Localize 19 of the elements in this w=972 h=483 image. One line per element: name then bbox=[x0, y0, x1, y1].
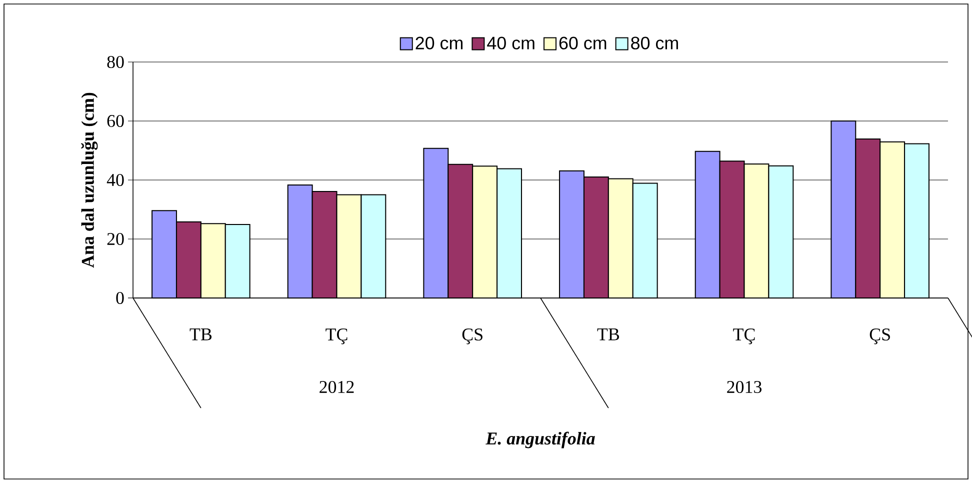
y-tick-label: 80 bbox=[107, 56, 124, 68]
x-tick-label: ÇS bbox=[870, 328, 890, 344]
y-tick-label: 20 bbox=[107, 232, 124, 246]
x-tick-label: TB bbox=[597, 328, 620, 340]
legend-label: 60 cm bbox=[559, 36, 606, 50]
x-tick-label: TÇ bbox=[326, 328, 348, 344]
y-axis-title: Ana dal uzunluğu (cm) bbox=[81, 92, 98, 268]
text: 2013 bbox=[727, 380, 762, 394]
legend-label: 40 cm bbox=[487, 36, 534, 50]
x-tick-label: TÇ bbox=[733, 328, 755, 344]
x-tick-label: ÇS bbox=[462, 328, 482, 344]
y-tick-label: 40 bbox=[106, 174, 124, 186]
text: 2012 bbox=[320, 380, 354, 394]
x-axis-title: E. angustifolia bbox=[486, 432, 595, 448]
y-tick-label: 60 bbox=[107, 114, 124, 128]
y-tick-label: 0 bbox=[116, 292, 124, 304]
legend-label: 20 cm bbox=[416, 36, 463, 50]
legend-label: 80 cm bbox=[631, 36, 678, 50]
x-tick-label: TB bbox=[190, 328, 212, 340]
